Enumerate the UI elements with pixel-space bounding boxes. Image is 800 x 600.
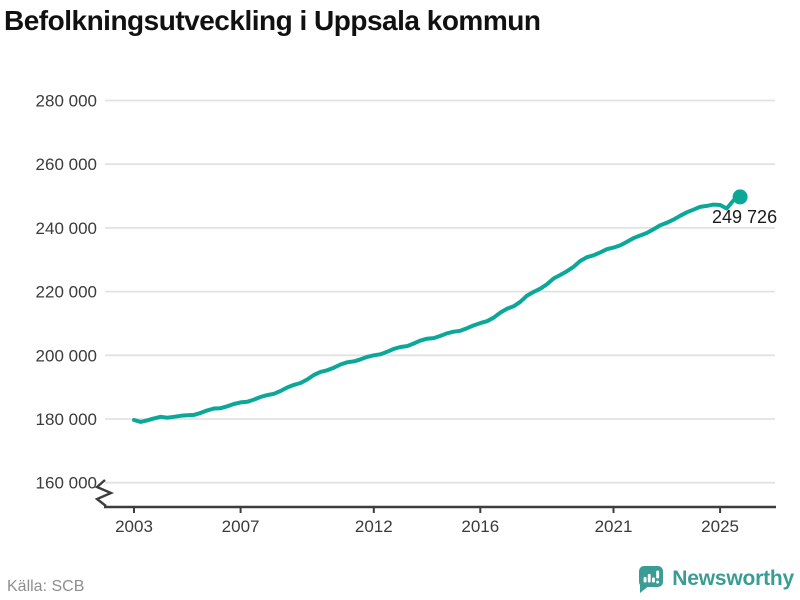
y-axis-label: 220 000 [36, 283, 97, 302]
newsworthy-speech-bubble-bar-chart-icon [635, 564, 664, 595]
y-axis-label: 240 000 [36, 219, 97, 238]
x-axis-label: 2007 [222, 517, 260, 536]
x-axis-label: 2012 [355, 517, 393, 536]
x-axis-label: 2021 [595, 517, 633, 536]
chart-title: Befolkningsutveckling i Uppsala kommun [4, 5, 541, 36]
y-axis-label: 160 000 [36, 474, 97, 493]
x-axis-label: 2003 [115, 517, 153, 536]
y-axis-label: 200 000 [36, 346, 97, 365]
population-series-line [132, 194, 743, 424]
last-value-label: 249 726 [712, 207, 777, 227]
y-axis-label: 260 000 [36, 155, 97, 174]
brand-name: Newsworthy [672, 567, 794, 590]
newsworthy-logo[interactable]: Newsworthy [635, 562, 794, 596]
x-axis-label: 2025 [701, 517, 739, 536]
source-note: Källa: SCB [7, 578, 85, 595]
y-axis-break-icon [94, 479, 115, 507]
y-axis-label: 280 000 [36, 92, 97, 111]
x-axis-label: 2016 [461, 517, 499, 536]
last-point-marker [732, 189, 748, 205]
y-axis-label: 180 000 [36, 410, 97, 429]
